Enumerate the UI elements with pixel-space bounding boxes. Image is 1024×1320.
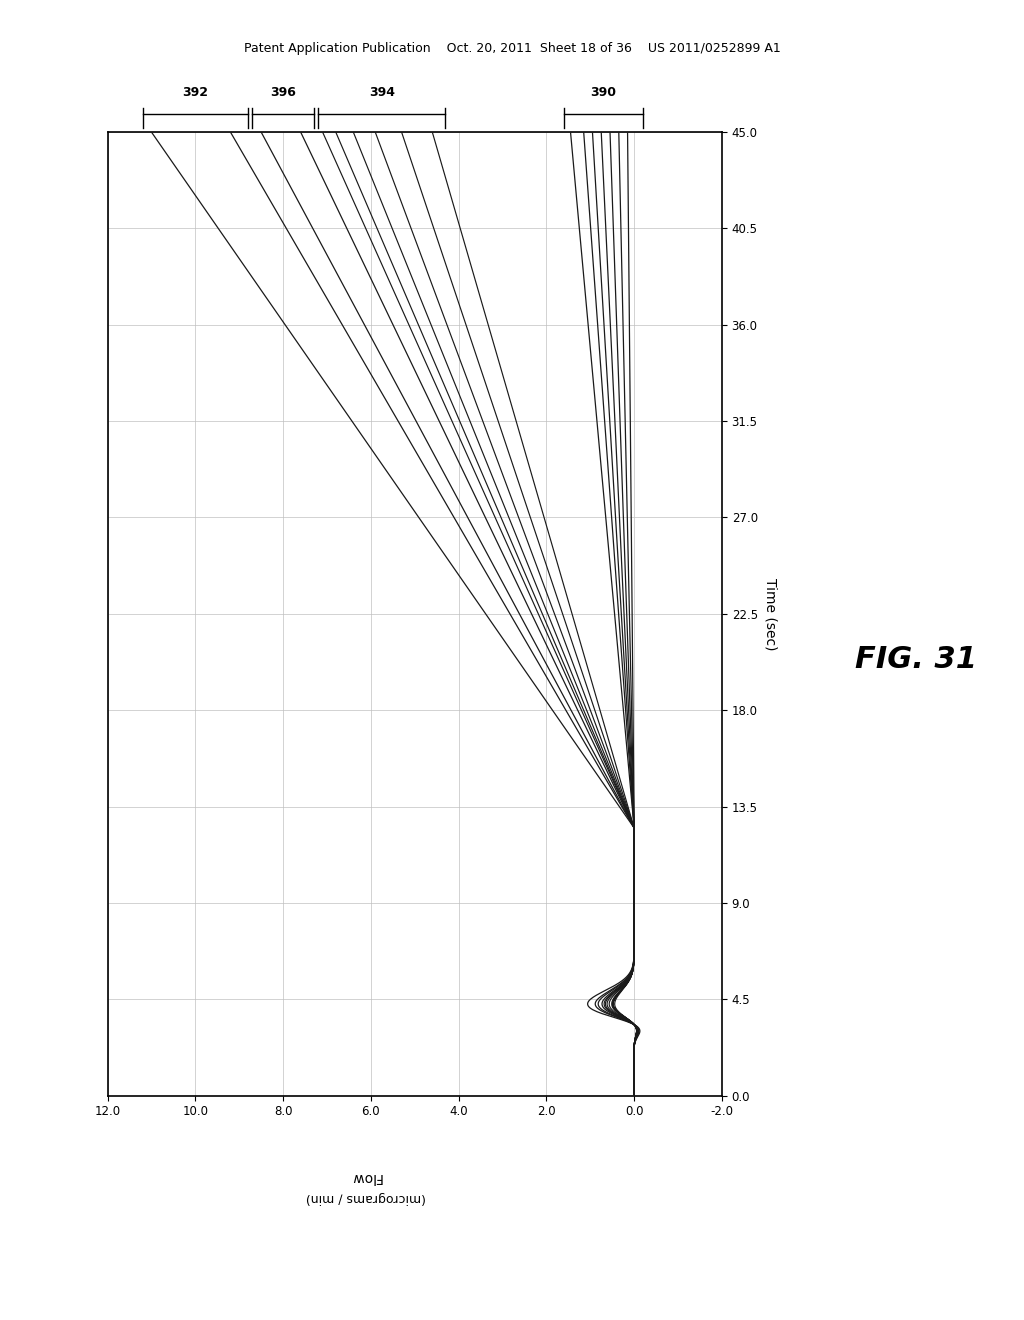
Y-axis label: Time (sec): Time (sec) [763, 578, 777, 649]
Text: 396: 396 [270, 86, 296, 99]
Text: 390: 390 [591, 86, 616, 99]
Text: Patent Application Publication    Oct. 20, 2011  Sheet 18 of 36    US 2011/02528: Patent Application Publication Oct. 20, … [244, 42, 780, 55]
Text: 392: 392 [182, 86, 208, 99]
Text: Flow: Flow [349, 1171, 382, 1184]
Text: 394: 394 [369, 86, 395, 99]
Text: FIG. 31: FIG. 31 [855, 645, 978, 675]
Text: (micrograms / min): (micrograms / min) [305, 1191, 426, 1204]
